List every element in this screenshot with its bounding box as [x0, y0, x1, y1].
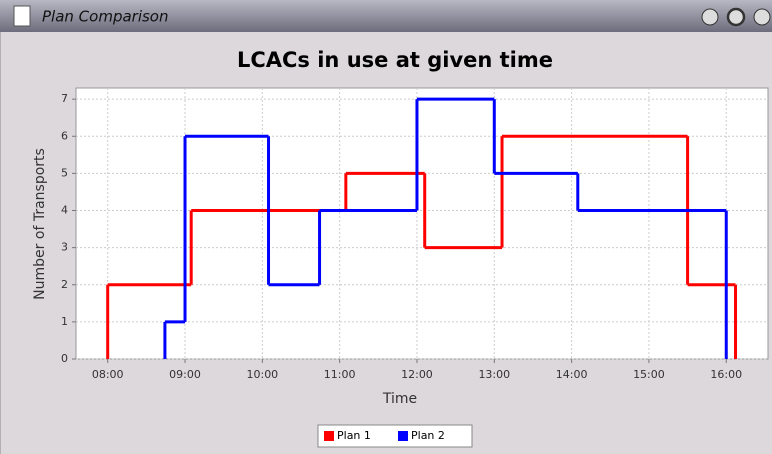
x-tick-label: 10:00 — [246, 368, 278, 381]
x-axis-label: Time — [382, 391, 417, 407]
x-tick-label: 15:00 — [633, 368, 665, 381]
x-tick-label: 09:00 — [169, 368, 201, 381]
y-tick-label: 2 — [61, 278, 68, 291]
legend-swatch — [398, 431, 408, 441]
x-tick-label: 16:00 — [710, 368, 742, 381]
window-icon — [13, 5, 31, 27]
chart-title: LCACs in use at given time — [237, 48, 553, 72]
y-tick-label: 5 — [61, 166, 68, 179]
window-title: Plan Comparison — [42, 8, 169, 26]
y-tick-label: 3 — [61, 241, 68, 254]
y-tick-label: 0 — [61, 352, 68, 365]
y-tick-label: 7 — [61, 92, 68, 105]
x-tick-label: 13:00 — [478, 368, 510, 381]
legend-swatch — [324, 431, 334, 441]
maximize-button[interactable] — [726, 7, 746, 27]
x-tick-label: 12:00 — [401, 368, 433, 381]
minimize-button[interactable] — [701, 8, 719, 26]
x-tick-label: 08:00 — [92, 368, 124, 381]
x-tick-label: 14:00 — [556, 368, 588, 381]
title-bar — [0, 0, 772, 32]
y-tick-label: 1 — [61, 315, 68, 328]
legend — [317, 424, 473, 448]
legend-label: Plan 2 — [411, 429, 445, 442]
legend-label: Plan 1 — [337, 429, 371, 442]
y-tick-label: 6 — [61, 129, 68, 142]
y-tick-label: 4 — [61, 204, 68, 217]
plot-area — [75, 87, 769, 360]
y-axis-label: Number of Transports — [32, 148, 48, 300]
close-button[interactable] — [753, 8, 771, 26]
x-tick-label: 11:00 — [324, 368, 356, 381]
